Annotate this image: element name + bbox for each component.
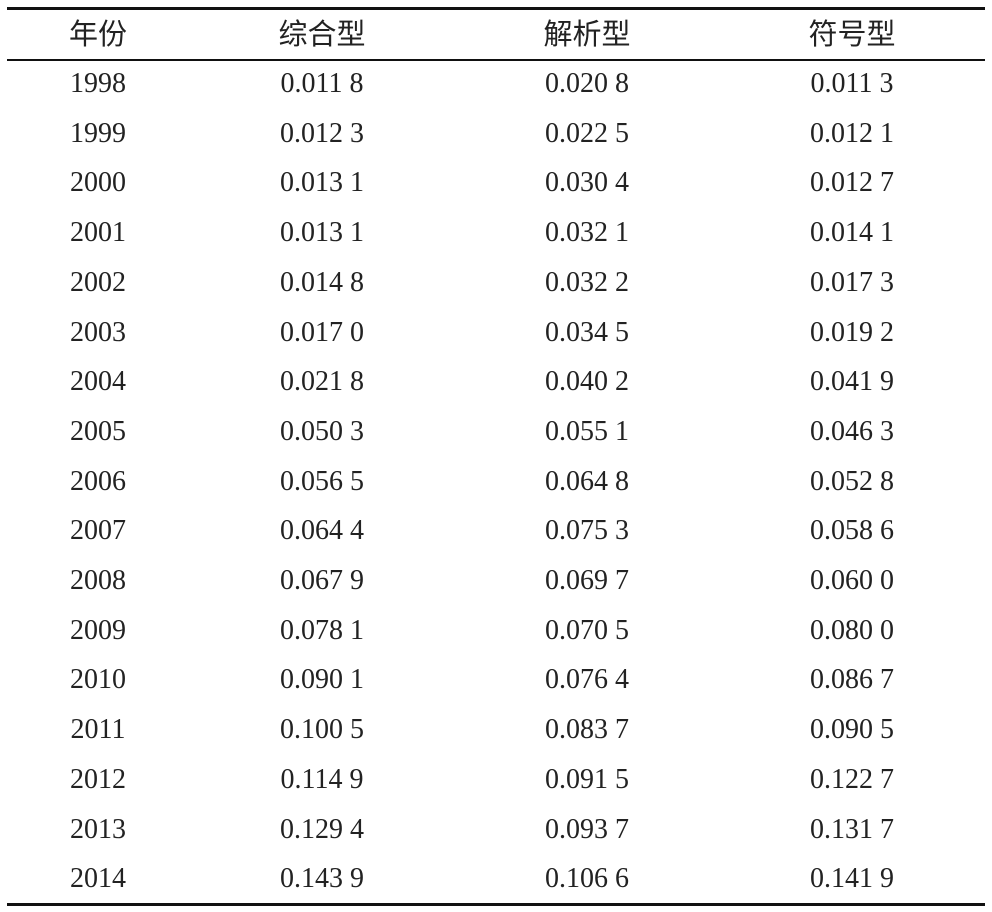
table-cell: 0.083 7: [545, 714, 629, 746]
table-cell: 2010: [70, 664, 126, 696]
table-cell: 0.040 2: [545, 366, 629, 398]
top-rule: [7, 7, 985, 10]
table-cell: 0.064 4: [280, 515, 364, 547]
table-cell: 0.091 5: [545, 763, 629, 795]
table-cell: 0.090 1: [280, 664, 364, 696]
table-cell: 0.129 4: [280, 813, 364, 845]
table-cell: 2002: [70, 266, 126, 298]
table-cell: 2013: [70, 813, 126, 845]
table-cell: 0.090 5: [810, 714, 894, 746]
table-cell: 0.122 7: [810, 763, 894, 795]
table-cell: 0.052 8: [810, 465, 894, 497]
table-cell: 0.078 1: [280, 614, 364, 646]
table-cell: 0.070 5: [545, 614, 629, 646]
table-cell: 2007: [70, 515, 126, 547]
table-cell: 0.013 1: [280, 167, 364, 199]
header-cell: 解析型: [543, 17, 631, 51]
table-cell: 0.100 5: [280, 714, 364, 746]
table-cell: 0.030 4: [545, 167, 629, 199]
table-cell: 2000: [70, 167, 126, 199]
table-cell: 2005: [70, 415, 126, 447]
table-cell: 0.086 7: [810, 664, 894, 696]
table-cell: 0.032 2: [545, 266, 629, 298]
bottom-rule: [7, 903, 985, 906]
table-cell: 0.143 9: [280, 863, 364, 895]
table-cell: 2009: [70, 614, 126, 646]
table-cell: 0.050 3: [280, 415, 364, 447]
table-cell: 1998: [70, 68, 126, 99]
table-cell: 0.076 4: [545, 664, 629, 696]
table-cell: 0.058 6: [810, 515, 894, 547]
table-cell: 2012: [70, 763, 126, 795]
table-cell: 2001: [70, 217, 126, 249]
table-cell: 2011: [70, 714, 126, 746]
table-cell: 0.067 9: [280, 565, 364, 596]
table-cell: 0.022 5: [545, 117, 629, 149]
header-cell: 综合型: [278, 17, 366, 51]
table-cell: 2008: [70, 565, 126, 596]
table-cell: 2003: [70, 316, 126, 348]
table-cell: 0.012 3: [280, 117, 364, 149]
table-cell: 0.131 7: [810, 813, 894, 845]
table-cell: 0.060 0: [810, 565, 894, 596]
table-cell: 2006: [70, 465, 126, 497]
table-cell: 0.064 8: [545, 465, 629, 497]
table-cell: 0.019 2: [810, 316, 894, 348]
table-cell: 0.014 8: [280, 266, 364, 298]
table-cell: 0.013 1: [280, 217, 364, 249]
table-cell: 0.034 5: [545, 316, 629, 348]
table-cell: 0.106 6: [545, 863, 629, 895]
table-cell: 2014: [70, 863, 126, 895]
table-cell: 0.056 5: [280, 465, 364, 497]
table-cell: 0.012 1: [810, 117, 894, 149]
table-cell: 0.011 3: [810, 68, 894, 99]
table-cell: 0.017 0: [280, 316, 364, 348]
table-cell: 0.069 7: [545, 565, 629, 596]
header-cell: 年份: [68, 17, 127, 51]
header-cell: 符号型: [808, 17, 896, 51]
table-cell: 0.021 8: [280, 366, 364, 398]
table-cell: 0.055 1: [545, 415, 629, 447]
table-cell: 0.046 3: [810, 415, 894, 447]
table-cell: 0.114 9: [280, 763, 364, 795]
table-cell: 0.141 9: [810, 863, 894, 895]
header-rule: [7, 59, 985, 61]
table-cell: 0.093 7: [545, 813, 629, 845]
table-cell: 0.014 1: [810, 217, 894, 249]
table-cell: 0.075 3: [545, 515, 629, 547]
table-cell: 1999: [70, 117, 126, 149]
table-cell: 0.012 7: [810, 167, 894, 199]
table-cell: 0.080 0: [810, 614, 894, 646]
table-cell: 2004: [70, 366, 126, 398]
table-cell: 0.017 3: [810, 266, 894, 298]
table-cell: 0.011 8: [280, 68, 364, 99]
table-cell: 0.032 1: [545, 217, 629, 249]
table-cell: 0.041 9: [810, 366, 894, 398]
table-cell: 0.020 8: [545, 68, 629, 99]
